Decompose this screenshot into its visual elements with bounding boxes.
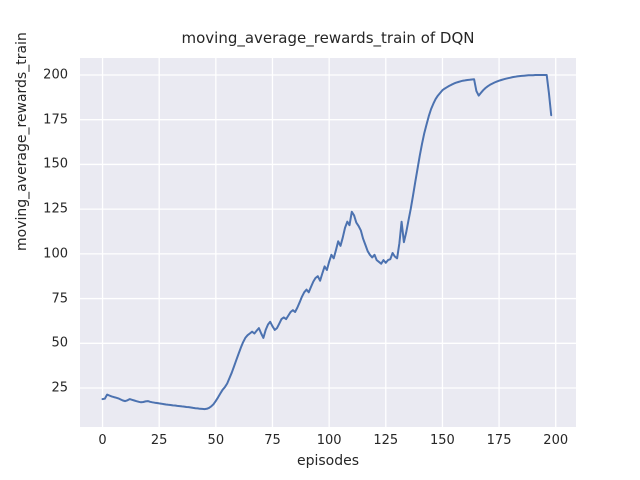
y-tick-label: 200 <box>43 67 68 83</box>
y-tick-label: 100 <box>43 246 68 262</box>
y-tick-label: 75 <box>51 291 68 307</box>
x-tick-label: 50 <box>207 433 225 448</box>
plot-area <box>80 58 576 427</box>
x-tick-label: 200 <box>543 433 569 448</box>
x-tick-label: 125 <box>373 433 399 448</box>
x-axis-label: episodes <box>296 453 360 469</box>
series-line <box>101 74 553 411</box>
x-tick-label: 0 <box>98 433 107 448</box>
plot-svg <box>80 58 576 427</box>
x-tick-label: 175 <box>486 433 512 448</box>
x-tick-label: 100 <box>316 433 342 448</box>
y-tick-label: 175 <box>43 112 68 128</box>
chart-title: moving_average_rewards_train of DQN <box>181 29 475 47</box>
y-tick-label: 25 <box>51 380 68 396</box>
y-tick-label: 150 <box>43 156 68 172</box>
x-tick-label: 75 <box>264 433 281 448</box>
x-tick-label: 150 <box>430 433 455 448</box>
y-tick-label: 50 <box>51 335 68 351</box>
y-tick-label: 125 <box>43 201 68 217</box>
x-tick-label: 25 <box>150 433 168 448</box>
